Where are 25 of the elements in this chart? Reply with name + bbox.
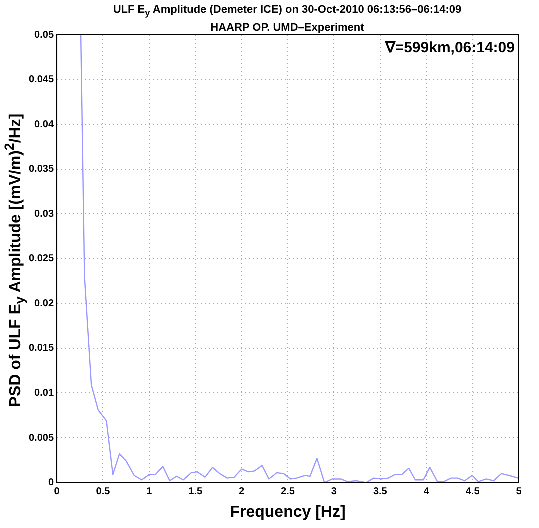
x-tick-label: 5 [516, 486, 522, 498]
x-tick-label: 1.5 [188, 486, 204, 498]
y-tick-label: 0.005 [28, 432, 54, 444]
y-tick-label: 0.035 [28, 164, 54, 176]
y-tick-label: 0.045 [28, 74, 54, 86]
x-tick-label: 0.5 [96, 486, 111, 498]
x-tick-label: 2.5 [281, 486, 296, 498]
x-tick-label: 4.5 [466, 486, 480, 498]
x-tick-label: 3 [331, 486, 338, 498]
x-tick-label: 1 [146, 486, 153, 498]
y-tick-label: 0.04 [34, 119, 54, 130]
y-tick-label: 0.025 [28, 254, 54, 265]
x-tick-label: 3.5 [373, 486, 388, 498]
y-tick-label: 0.015 [28, 343, 54, 354]
x-tick-label: 4 [424, 486, 430, 498]
y-tick-label: 0.03 [34, 208, 54, 220]
annotation: ∇=599km,06:14:09 [384, 40, 515, 57]
x-axis-title: Frequency [Hz] [230, 504, 346, 521]
y-tick-label: 0.02 [34, 298, 54, 310]
chart-title: ULF E$_{y}$ Amplitude (Demeter ICE) on 30-Oct-2010 06:13:56–06:14:09 [112, 4, 463, 18]
y-tick-label: 0.05 [34, 30, 54, 41]
chart-subtitle: HAARP OP. UMD–Experiment [210, 22, 366, 34]
y-tick-label: 0 [48, 478, 54, 489]
x-tick-label: 2 [239, 486, 246, 498]
y-tick-label: 0.01 [34, 388, 54, 399]
